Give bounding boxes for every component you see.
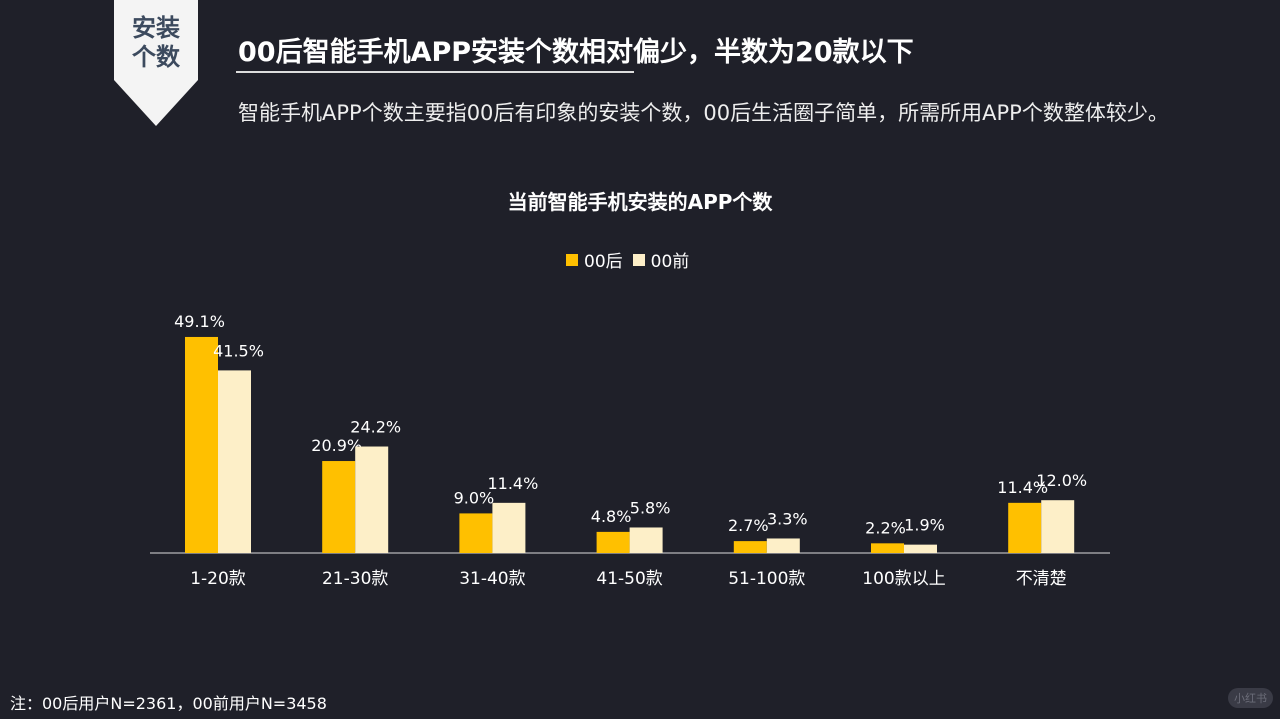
bar-1-1 — [355, 446, 389, 553]
badge-shape — [114, 0, 198, 126]
bar-1-0 — [218, 370, 251, 553]
badge-line1: 安装 — [132, 14, 180, 42]
data-label-0-2: 9.0% — [454, 488, 495, 507]
chart-title: 当前智能手机安装的APP个数 — [507, 190, 773, 214]
watermark: 小红书 — [1228, 688, 1273, 708]
legend-label-0: 00后 — [584, 252, 623, 272]
legend-swatch-0 — [566, 253, 578, 266]
bar-0-3 — [596, 531, 630, 553]
x-tick-label-3: 41-50款 — [596, 569, 662, 589]
badge-line2: 个数 — [132, 43, 180, 71]
bar-1-4 — [766, 538, 800, 553]
legend-swatch-1 — [632, 253, 645, 266]
bar-0-1 — [322, 461, 356, 553]
data-label-1-6: 12.0% — [1036, 471, 1087, 490]
data-label-0-0: 49.1% — [174, 312, 225, 331]
x-tick-label-2: 31-40款 — [459, 569, 525, 589]
data-label-0-1: 20.9% — [311, 436, 362, 455]
data-label-0-6: 11.4% — [997, 478, 1048, 497]
data-label-1-5: 1.9% — [904, 516, 945, 535]
data-label-1-2: 11.4% — [487, 474, 538, 493]
x-tick-label-5: 100款以上 — [862, 569, 945, 589]
section-badge: 安装 个数 — [114, 0, 198, 126]
chart-legend: 00后 00前 — [566, 247, 689, 272]
bar-0-5 — [871, 543, 904, 553]
footnote: 注：00后用户N=2361，00前用户N=3458 — [10, 694, 327, 713]
page-subtitle: 智能手机APP个数主要指00后有印象的安装个数，00后生活圈子简单，所需所用AP… — [238, 101, 1169, 125]
x-tick-label-0: 1-20款 — [190, 569, 246, 589]
bar-1-2 — [492, 502, 526, 553]
data-label-0-3: 4.8% — [591, 507, 632, 526]
bar-0-4 — [733, 541, 767, 553]
data-label-1-3: 5.8% — [630, 498, 671, 517]
legend-label-1: 00前 — [650, 252, 690, 272]
data-label-1-0: 41.5% — [213, 341, 264, 360]
bar-1-3 — [629, 527, 663, 553]
page-title: 00后智能手机APP安装个数相对偏少，半数为20款以下 — [238, 37, 914, 68]
bar-0-0 — [185, 336, 218, 553]
bar-1-5 — [904, 544, 937, 553]
data-label-0-4: 2.7% — [728, 516, 769, 535]
data-label-1-1: 24.2% — [350, 418, 401, 437]
bar-1-6 — [1041, 500, 1075, 553]
bar-0-2 — [459, 513, 493, 553]
data-label-0-5: 2.2% — [865, 518, 906, 537]
bar-0-6 — [1008, 502, 1042, 553]
data-label-1-4: 3.3% — [767, 509, 808, 528]
x-tick-label-1: 21-30款 — [322, 569, 388, 589]
title-underline — [236, 71, 634, 73]
x-tick-label-4: 51-100款 — [728, 569, 805, 589]
x-tick-label-6: 不清楚 — [1016, 569, 1067, 589]
